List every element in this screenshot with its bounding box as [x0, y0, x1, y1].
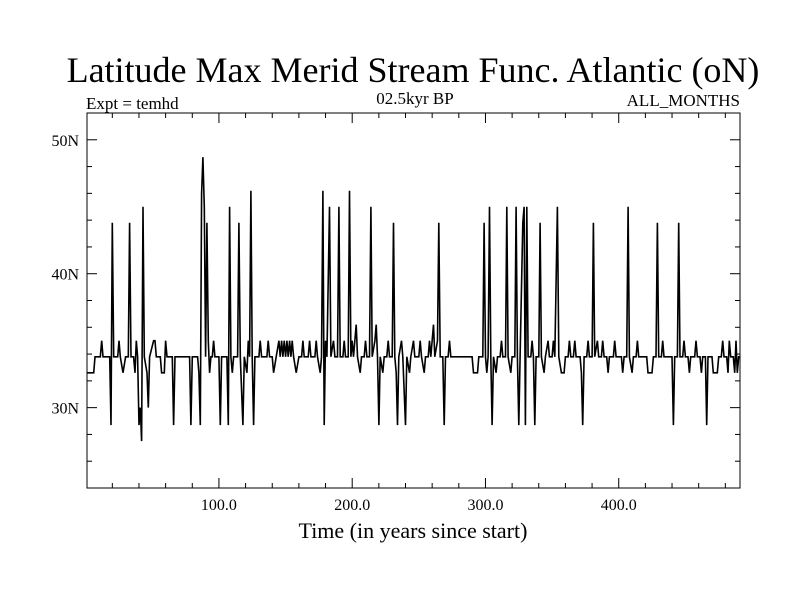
- plot-frame: [86, 112, 741, 489]
- y-tick-label: 30N: [51, 401, 79, 418]
- x-tick-label: 300.0: [467, 497, 503, 514]
- experiment-label: Expt = temhd: [86, 94, 179, 113]
- x-tick-label: 200.0: [334, 497, 370, 514]
- chart-title: Latitude Max Merid Stream Func. Atlantic…: [67, 50, 760, 90]
- x-axis-label: Time (in years since start): [299, 518, 528, 543]
- x-axis: 100.0 200.0 300.0 400.0: [111, 113, 726, 514]
- months-label: ALL_MONTHS: [627, 91, 740, 110]
- y-tick-label: 50N: [51, 133, 79, 150]
- x-tick-label: 100.0: [201, 497, 237, 514]
- period-label: 02.5kyr BP: [376, 89, 453, 108]
- x-tick-label: 400.0: [601, 497, 637, 514]
- y-axis: 30N 40N 50N: [51, 112, 740, 462]
- y-tick-label: 40N: [51, 267, 79, 284]
- series-layer: [87, 157, 740, 442]
- series-line: [87, 157, 740, 442]
